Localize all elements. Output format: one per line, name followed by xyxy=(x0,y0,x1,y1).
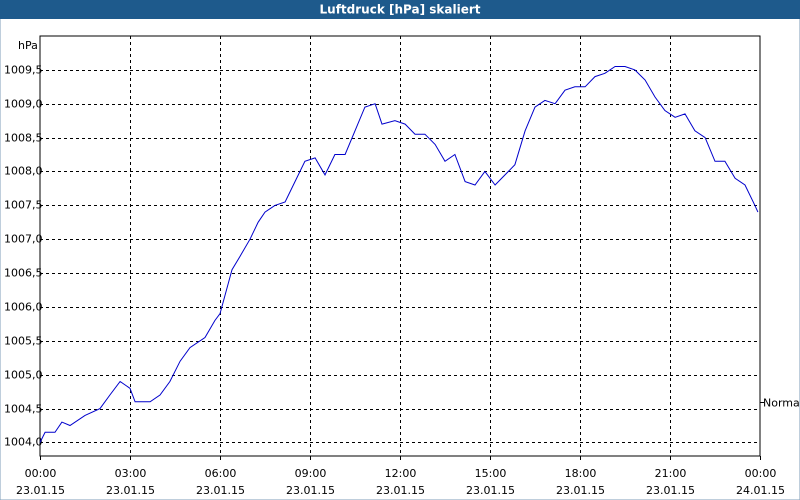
y-tick-label: 1004,0 xyxy=(4,436,43,449)
x-tick-label: 15:00 xyxy=(475,467,507,480)
y-tick-label: 1006,5 xyxy=(4,267,43,280)
y-tick-label: 1007,0 xyxy=(4,233,43,246)
x-tick-date: 23.01.15 xyxy=(106,484,155,497)
y-tick-label: 1008,5 xyxy=(4,132,43,145)
x-tick-label: 12:00 xyxy=(385,467,417,480)
chart-title: Luftdruck [hPa] skaliert xyxy=(320,3,481,17)
x-tick-label: 21:00 xyxy=(655,467,687,480)
x-tick-date: 23.01.15 xyxy=(376,484,425,497)
x-tick-label: 00:00 xyxy=(745,467,777,480)
y-tick-label: 1004,5 xyxy=(4,403,43,416)
x-tick-date: 23.01.15 xyxy=(286,484,335,497)
x-tick-date: 23.01.15 xyxy=(466,484,515,497)
x-tick-date: 24.01.15 xyxy=(736,484,785,497)
x-tick-label: 03:00 xyxy=(115,467,147,480)
x-tick-date: 23.01.15 xyxy=(556,484,605,497)
x-tick-label: 09:00 xyxy=(295,467,327,480)
y-unit: hPa xyxy=(18,39,38,52)
y-tick-label: 1007,5 xyxy=(4,199,43,212)
x-tick-label: 06:00 xyxy=(205,467,237,480)
y-tick-label: 1008,0 xyxy=(4,165,43,178)
pressure-line xyxy=(39,66,759,443)
x-tick-label: 18:00 xyxy=(565,467,597,480)
y-tick-label: 1006,0 xyxy=(4,301,43,314)
x-tick-date: 23.01.15 xyxy=(16,484,65,497)
annotation-label: Normal xyxy=(763,397,800,410)
y-tick-label: 1009,5 xyxy=(4,64,43,77)
y-tick-label: 1005,0 xyxy=(4,369,43,382)
x-tick-date: 23.01.15 xyxy=(196,484,245,497)
y-tick-label: 1009,0 xyxy=(4,98,43,111)
x-tick-date: 23.01.15 xyxy=(646,484,695,497)
x-tick-label: 00:00 xyxy=(25,467,57,480)
title-bar xyxy=(0,0,800,19)
y-tick-label: 1005,5 xyxy=(4,335,43,348)
